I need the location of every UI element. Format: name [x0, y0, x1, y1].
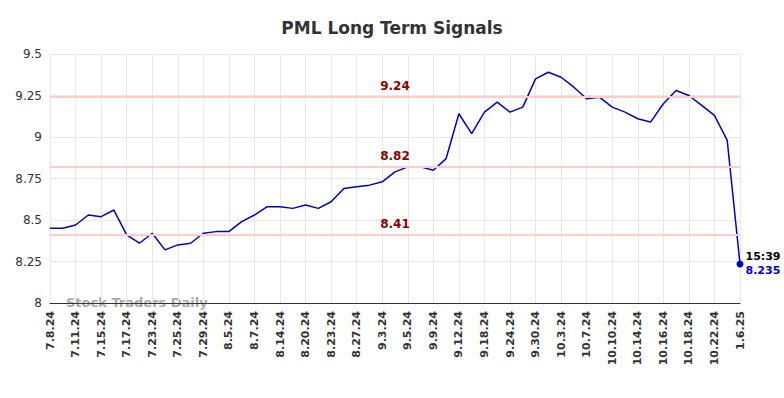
svg-text:7.25.24: 7.25.24 — [171, 311, 184, 358]
svg-text:9.24.24: 9.24.24 — [504, 311, 517, 358]
svg-text:8.41: 8.41 — [380, 217, 410, 231]
svg-text:8: 8 — [34, 296, 42, 310]
svg-text:9.25: 9.25 — [15, 89, 42, 103]
svg-text:1.6.25: 1.6.25 — [734, 311, 747, 350]
svg-text:7.15.24: 7.15.24 — [95, 311, 108, 358]
svg-text:8.23.24: 8.23.24 — [325, 311, 338, 358]
svg-text:10.22.24: 10.22.24 — [708, 311, 721, 366]
svg-text:8.7.24: 8.7.24 — [248, 311, 261, 350]
svg-text:9.12.24: 9.12.24 — [452, 311, 465, 358]
svg-text:7.29.24: 7.29.24 — [197, 311, 210, 358]
svg-text:7.11.24: 7.11.24 — [69, 311, 82, 358]
svg-text:10.14.24: 10.14.24 — [631, 311, 644, 366]
svg-text:9.5.24: 9.5.24 — [401, 311, 414, 350]
svg-text:8.235: 8.235 — [746, 264, 781, 277]
svg-text:9.5: 9.5 — [23, 47, 42, 61]
svg-text:15:39: 15:39 — [746, 250, 781, 263]
svg-text:9.3.24: 9.3.24 — [376, 311, 389, 350]
svg-text:8.75: 8.75 — [15, 172, 42, 186]
svg-text:9.18.24: 9.18.24 — [478, 311, 491, 358]
svg-text:Stock Traders Daily: Stock Traders Daily — [66, 295, 208, 310]
svg-text:8.82: 8.82 — [380, 149, 410, 163]
svg-text:10.3.24: 10.3.24 — [555, 311, 568, 358]
svg-text:9.24: 9.24 — [380, 79, 410, 93]
svg-text:7.23.24: 7.23.24 — [146, 311, 159, 358]
svg-text:8.14.24: 8.14.24 — [274, 311, 287, 358]
svg-text:9.9.24: 9.9.24 — [427, 311, 440, 350]
svg-text:8.5.24: 8.5.24 — [222, 311, 235, 350]
svg-text:7.8.24: 7.8.24 — [44, 311, 57, 350]
svg-text:8.5: 8.5 — [23, 213, 42, 227]
svg-text:9.30.24: 9.30.24 — [529, 311, 542, 358]
svg-text:7.17.24: 7.17.24 — [120, 311, 133, 358]
svg-text:PML Long Term Signals: PML Long Term Signals — [281, 18, 502, 38]
svg-text:9: 9 — [34, 130, 42, 144]
svg-text:8.27.24: 8.27.24 — [350, 311, 363, 358]
svg-text:10.7.24: 10.7.24 — [580, 311, 593, 358]
svg-text:8.20.24: 8.20.24 — [299, 311, 312, 358]
svg-text:10.16.24: 10.16.24 — [657, 311, 670, 366]
svg-text:8.25: 8.25 — [15, 255, 42, 269]
svg-text:10.10.24: 10.10.24 — [606, 311, 619, 366]
svg-text:10.18.24: 10.18.24 — [682, 311, 695, 366]
